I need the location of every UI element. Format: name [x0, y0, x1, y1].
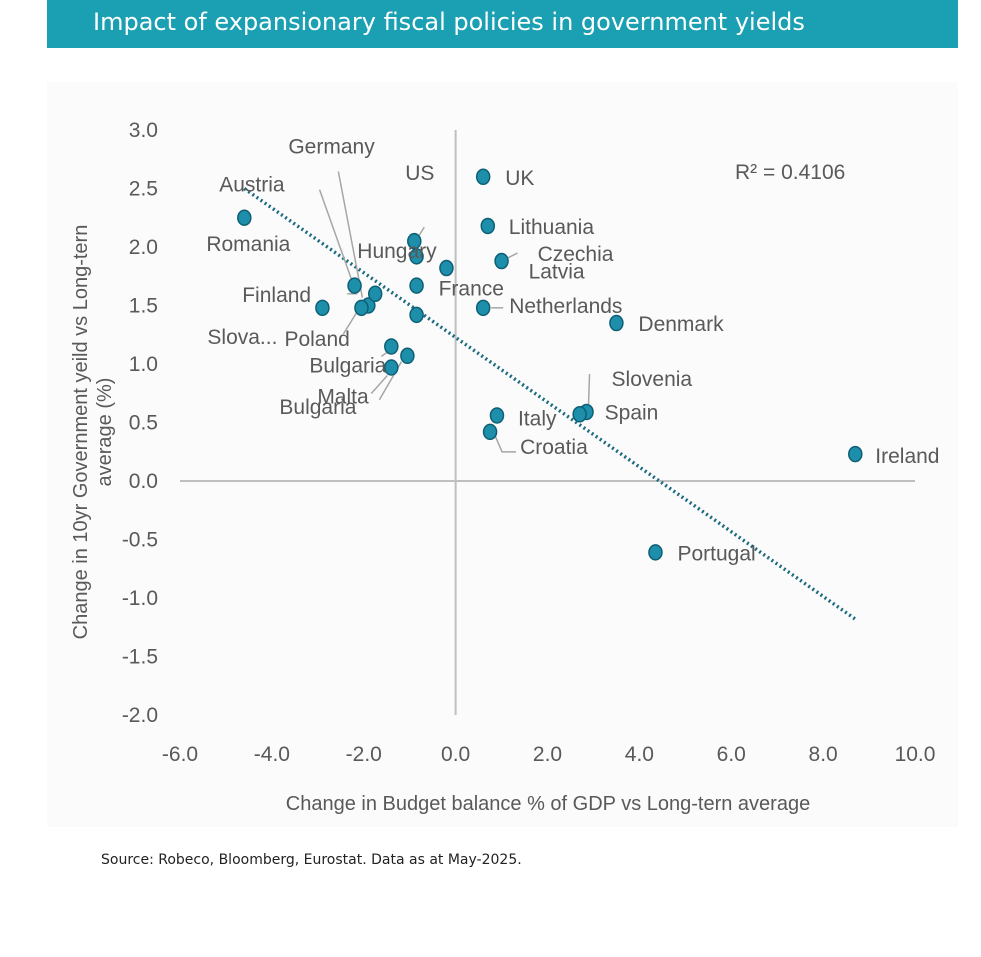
axes: -6.0 -4.0 -2.0 0.0 2.0 4.0 6.0 8.0 10.0 3.0 2.5 2.0… [122, 119, 936, 766]
leader-line [370, 375, 388, 395]
data-point [848, 445, 863, 463]
y-tick-label: 2.5 [129, 178, 158, 201]
x-tick-label: -4.0 [254, 743, 290, 766]
point-label: Denmark [638, 313, 724, 336]
data-point [347, 277, 362, 294]
x-tick-label: -2.0 [346, 743, 382, 766]
x-tick-label: 0.0 [441, 743, 470, 766]
x-tick-label: 6.0 [717, 743, 746, 766]
leader-line [342, 312, 358, 335]
data-point [354, 299, 369, 317]
point-label: Lithuania [509, 216, 595, 239]
data-point [480, 217, 496, 235]
leader-line [337, 171, 364, 298]
data-point [572, 406, 587, 423]
source-note: Source: Robeco, Bloomberg, Eurostat. Dat… [101, 852, 522, 868]
data-point [489, 407, 505, 424]
point-label: Portugal [677, 542, 755, 565]
leader-line [507, 252, 518, 259]
point-label: Finland [242, 284, 311, 307]
data-point [648, 544, 663, 561]
x-tick-label: -6.0 [162, 743, 198, 766]
data-point [494, 252, 509, 270]
point-labels: UK US Austria Romania Germany Hungary Lithuani… [206, 136, 939, 566]
data-point [400, 347, 415, 365]
point-label: Spain [605, 401, 659, 424]
point-label: Poland [284, 328, 349, 351]
data-point [409, 248, 424, 265]
data-point [409, 306, 424, 324]
leader-line [418, 226, 425, 236]
point-label: Romania [206, 233, 290, 256]
y-axis-label: Change in 10yr Government yeild vs Long-… [70, 225, 116, 640]
point-label: Ireland [875, 445, 939, 468]
leader-line [318, 189, 353, 280]
y-tick-label: 2.0 [129, 236, 158, 259]
point-label: Malta [317, 386, 369, 409]
data-point [439, 259, 454, 277]
point-label: US [405, 162, 434, 185]
point-label: Slova... [207, 326, 277, 349]
y-tick-label: 3.0 [129, 119, 158, 142]
point-label: Netherlands [509, 295, 622, 318]
point-label: UK [505, 167, 534, 190]
point-label: Bulgaria [279, 396, 356, 419]
data-point [237, 209, 252, 226]
data-point [315, 299, 330, 317]
data-point [384, 338, 399, 355]
point-label: Germany [288, 136, 375, 159]
point-label: Slovenia [612, 368, 693, 391]
point-label: Italy [518, 407, 557, 430]
y-tick-label: -0.5 [122, 529, 158, 552]
x-tick-label: 2.0 [533, 743, 562, 766]
point-label: Croatia [520, 436, 588, 459]
leader-line [587, 373, 591, 404]
data-point [475, 299, 491, 317]
y-tick-label: -1.0 [122, 587, 158, 610]
data-point [409, 277, 424, 294]
data-points [237, 168, 863, 561]
y-tick-label: -2.0 [122, 704, 158, 727]
point-label: Czechia [538, 243, 614, 266]
x-axis-label: Change in Budget balance % of GDP vs Lon… [286, 793, 810, 815]
x-tick-label: 4.0 [625, 743, 654, 766]
data-point [609, 314, 624, 332]
y-tick-label: 1.5 [129, 295, 158, 318]
y-tick-label: 0.5 [129, 412, 158, 435]
chart-title: Impact of expansionary fiscal policies i… [47, 0, 958, 48]
leader-line [494, 435, 517, 453]
data-point [475, 168, 491, 186]
point-label: Hungary [357, 240, 437, 263]
data-point [367, 285, 383, 303]
point-label: Latvia [529, 260, 585, 283]
x-tick-label: 10.0 [895, 743, 936, 766]
y-tick-label: 0.0 [129, 470, 158, 493]
r-squared-annotation: R² = 0.4106 [735, 161, 845, 184]
data-point [482, 423, 498, 441]
y-tick-label: 1.0 [129, 353, 158, 376]
x-tick-label: 8.0 [809, 743, 838, 766]
plot-background [47, 82, 958, 827]
data-point [384, 359, 399, 376]
point-label: France [439, 278, 504, 301]
point-label: Austria [219, 174, 285, 197]
y-tick-label: -1.5 [122, 646, 158, 669]
point-label: Bulgaria [309, 354, 386, 377]
